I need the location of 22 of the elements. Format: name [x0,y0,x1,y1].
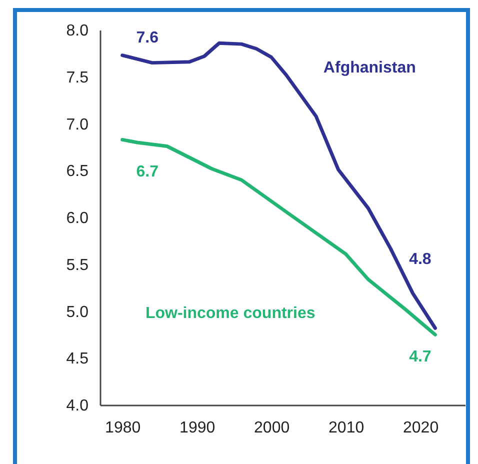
annotation: 7.6 [136,29,159,46]
x-tick-label: 2010 [328,420,364,436]
series-label: Afghanistan [323,60,416,76]
annotation: 6.7 [136,164,159,181]
x-tick-label: 2000 [254,420,290,436]
y-tick-label: 6.0 [66,210,89,227]
y-tick-label: 8.0 [66,22,89,40]
annotation: 4.7 [409,348,432,366]
y-tick-label: 5.0 [66,304,89,321]
x-tick-label: 2020 [403,420,439,436]
y-tick-label: 7.0 [66,116,89,134]
y-tick-label: 7.5 [66,69,89,86]
x-tick-label: 1990 [180,420,216,436]
y-tick-label: 4.5 [66,350,89,368]
y-tick-label: 4.0 [66,398,89,414]
y-tick-label: 5.5 [66,256,89,274]
y-tick-label: 6.5 [66,163,89,180]
line-series [120,138,437,336]
line-series [120,41,437,330]
x-tick-label: 1980 [105,420,141,436]
annotation: 4.8 [409,251,432,268]
text: Low-income countries [145,305,316,322]
